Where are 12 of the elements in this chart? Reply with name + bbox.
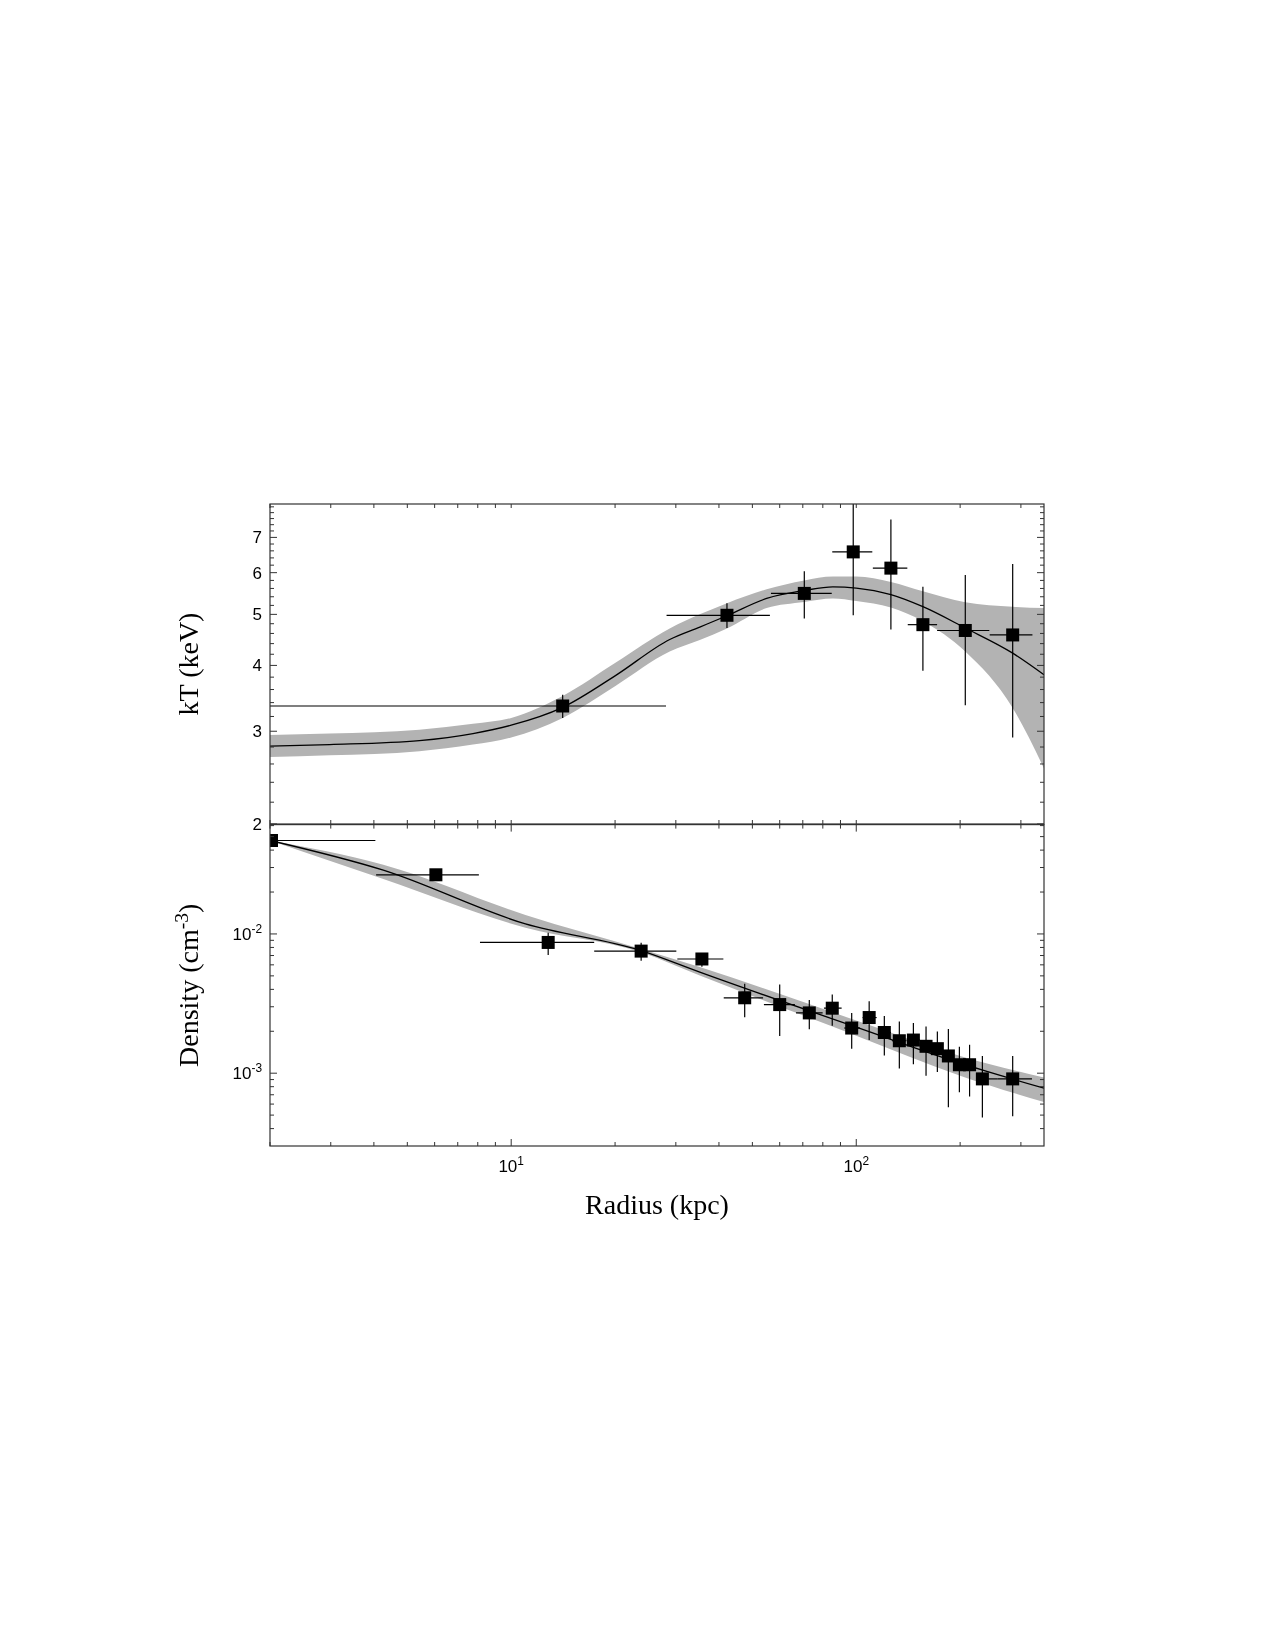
x-axis-title: Radius (kpc) (585, 1189, 729, 1220)
y-tick-label: 7 (252, 528, 262, 548)
y-tick-label: 3 (252, 722, 262, 742)
y-tick-label: 2 (252, 815, 262, 834)
y-tick-label: 4 (252, 656, 262, 676)
y-tick-label: 5 (252, 605, 262, 625)
y-tick-label: 10$^{-3}$ (232, 1061, 263, 1084)
x-tick-label: 10$^{1}$ (498, 1154, 525, 1176)
y-axis-title: kT (keV) (173, 612, 204, 716)
x-tick-label: 10$^{2}$ (843, 1154, 870, 1176)
y-tick-label: 6 (252, 563, 262, 583)
y-tick-label: 10$^{-2}$ (232, 921, 263, 944)
